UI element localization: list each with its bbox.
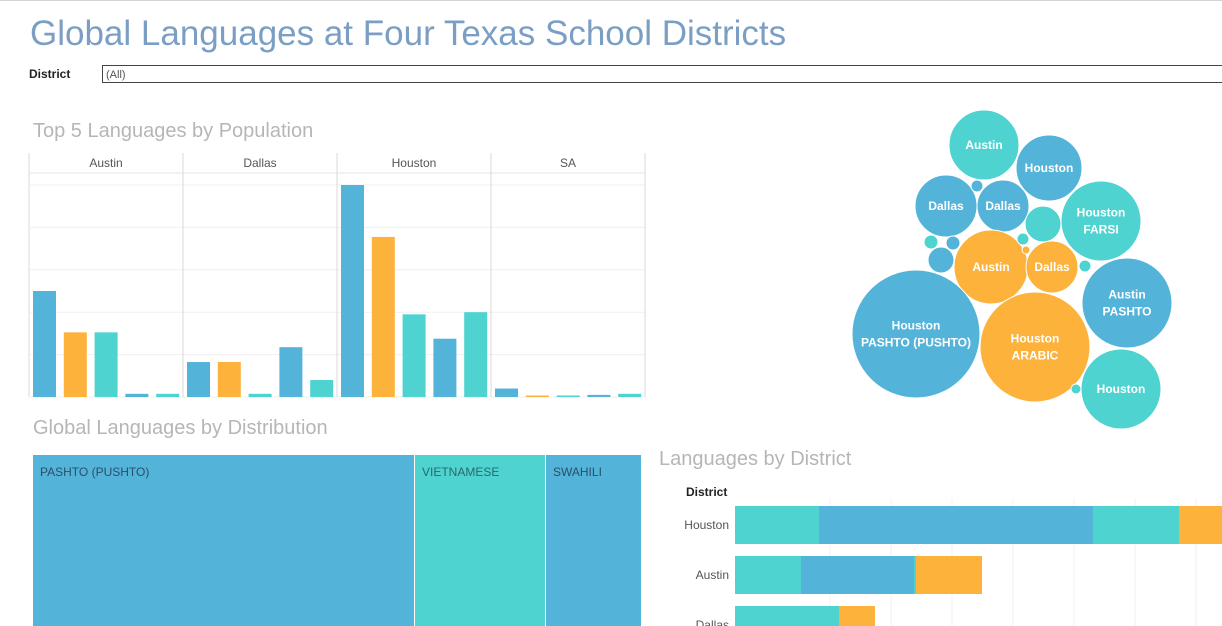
bar-austin-3 [125,393,149,397]
bubble-1 [1015,134,1083,202]
bubble-label: Dallas [1034,260,1070,274]
bar-houston-0 [341,185,364,397]
bar-panel-label: Houston [392,156,437,170]
bar-houston-1 [371,236,395,397]
bubble-label: PASHTO [1103,305,1152,319]
bubble-14 [945,235,961,251]
district-filter-label: District [29,67,71,81]
bar-sa-1 [525,395,549,397]
hbar-austin-seg3 [916,556,982,594]
bar-austin-4 [156,393,180,397]
bubble-15 [927,246,955,274]
bubble-label: PASHTO (PUSHTO) [861,336,971,350]
bubble-label: Houston [1097,382,1146,396]
bar-austin-2 [94,332,118,397]
bubble-label: Austin [1108,288,1145,302]
bar-chart-title: Top 5 Languages by Population [33,120,314,142]
bubble-label: Houston [1011,332,1060,346]
bar-houston-3 [433,338,457,397]
bubble-18 [1078,259,1092,273]
treemap-cell-1: VIETNAMESE [415,455,546,626]
hbar-category-label: Houston [684,518,729,532]
bubble-13 [923,234,939,250]
hbar-dallas-seg3 [839,606,875,626]
hbar-austin-seg0 [735,556,801,594]
treemap-title: Global Languages by Distribution [33,417,328,439]
bubble-label: Austin [965,138,1002,152]
bubble-label: ARABIC [1012,349,1059,363]
bubble-label: Houston [1025,161,1074,175]
bubble-11 [1024,205,1062,243]
bar-dallas-2 [248,393,272,397]
bar-austin-1 [63,332,87,397]
bubble-label: FARSI [1083,223,1118,237]
bar-austin-0 [33,291,56,397]
bar-houston-2 [402,314,426,397]
bar-houston-4 [464,312,488,397]
hbar-houston-seg1 [819,506,1093,544]
hbar-axis-label: District [686,485,727,499]
bar-sa-3 [587,394,611,397]
treemap-cell-label: VIETNAMESE [422,465,500,479]
bubble-16 [1016,232,1030,246]
bubble-17 [1021,245,1031,255]
bubble-7 [1081,257,1173,349]
bubble-label: Houston [892,319,941,333]
bubble-label: Austin [972,260,1009,274]
treemap-cell-2: SWAHILI [546,455,642,626]
bar-dallas-0 [187,362,210,397]
hbar-houston-seg3 [1179,506,1222,544]
hbar-austin-seg2 [914,556,916,594]
bar-panel-label: Austin [89,156,122,170]
top-rule [0,0,1222,1]
bubble-19 [1070,383,1082,395]
bar-dallas-4 [310,380,334,397]
bar-panel-label: SA [560,156,576,170]
treemap-cell-label: PASHTO (PUSHTO) [40,465,150,479]
district-filter-dropdown[interactable]: (All) [102,65,1222,83]
bubble-label: Dallas [928,199,964,213]
bar-dallas-3 [279,347,303,397]
treemap-cell-label: SWAHILI [553,465,602,479]
bar-panel-label: Dallas [243,156,276,170]
bar-sa-2 [556,395,580,397]
bubble-9 [979,291,1091,403]
treemap-cell-0: PASHTO (PUSHTO) [33,455,415,626]
bar-dallas-1 [217,362,241,397]
hbar-category-label: Dallas [696,618,729,626]
bubble-8 [851,269,981,399]
bubble-label: Houston [1077,206,1126,220]
hbar-category-label: Austin [696,568,729,582]
hbar-houston-seg2 [1093,506,1179,544]
bubble-12 [970,179,984,193]
bubble-label: Dallas [985,199,1021,213]
bar-sa-4 [618,393,642,397]
hbar-dallas-seg2 [823,606,839,626]
bubble-0 [948,109,1020,181]
bar-sa-0 [495,388,518,397]
hbar-dallas-seg0 [735,606,823,626]
hbar-houston-seg0 [735,506,819,544]
stacked-bar-title: Languages by District [659,448,852,470]
language-treemap: PASHTO (PUSHTO) VIETNAMESE SWAHILI [33,455,642,626]
dashboard-title: Global Languages at Four Texas School Di… [30,14,787,53]
hbar-austin-seg1 [801,556,914,594]
bubble-6 [1025,240,1079,294]
